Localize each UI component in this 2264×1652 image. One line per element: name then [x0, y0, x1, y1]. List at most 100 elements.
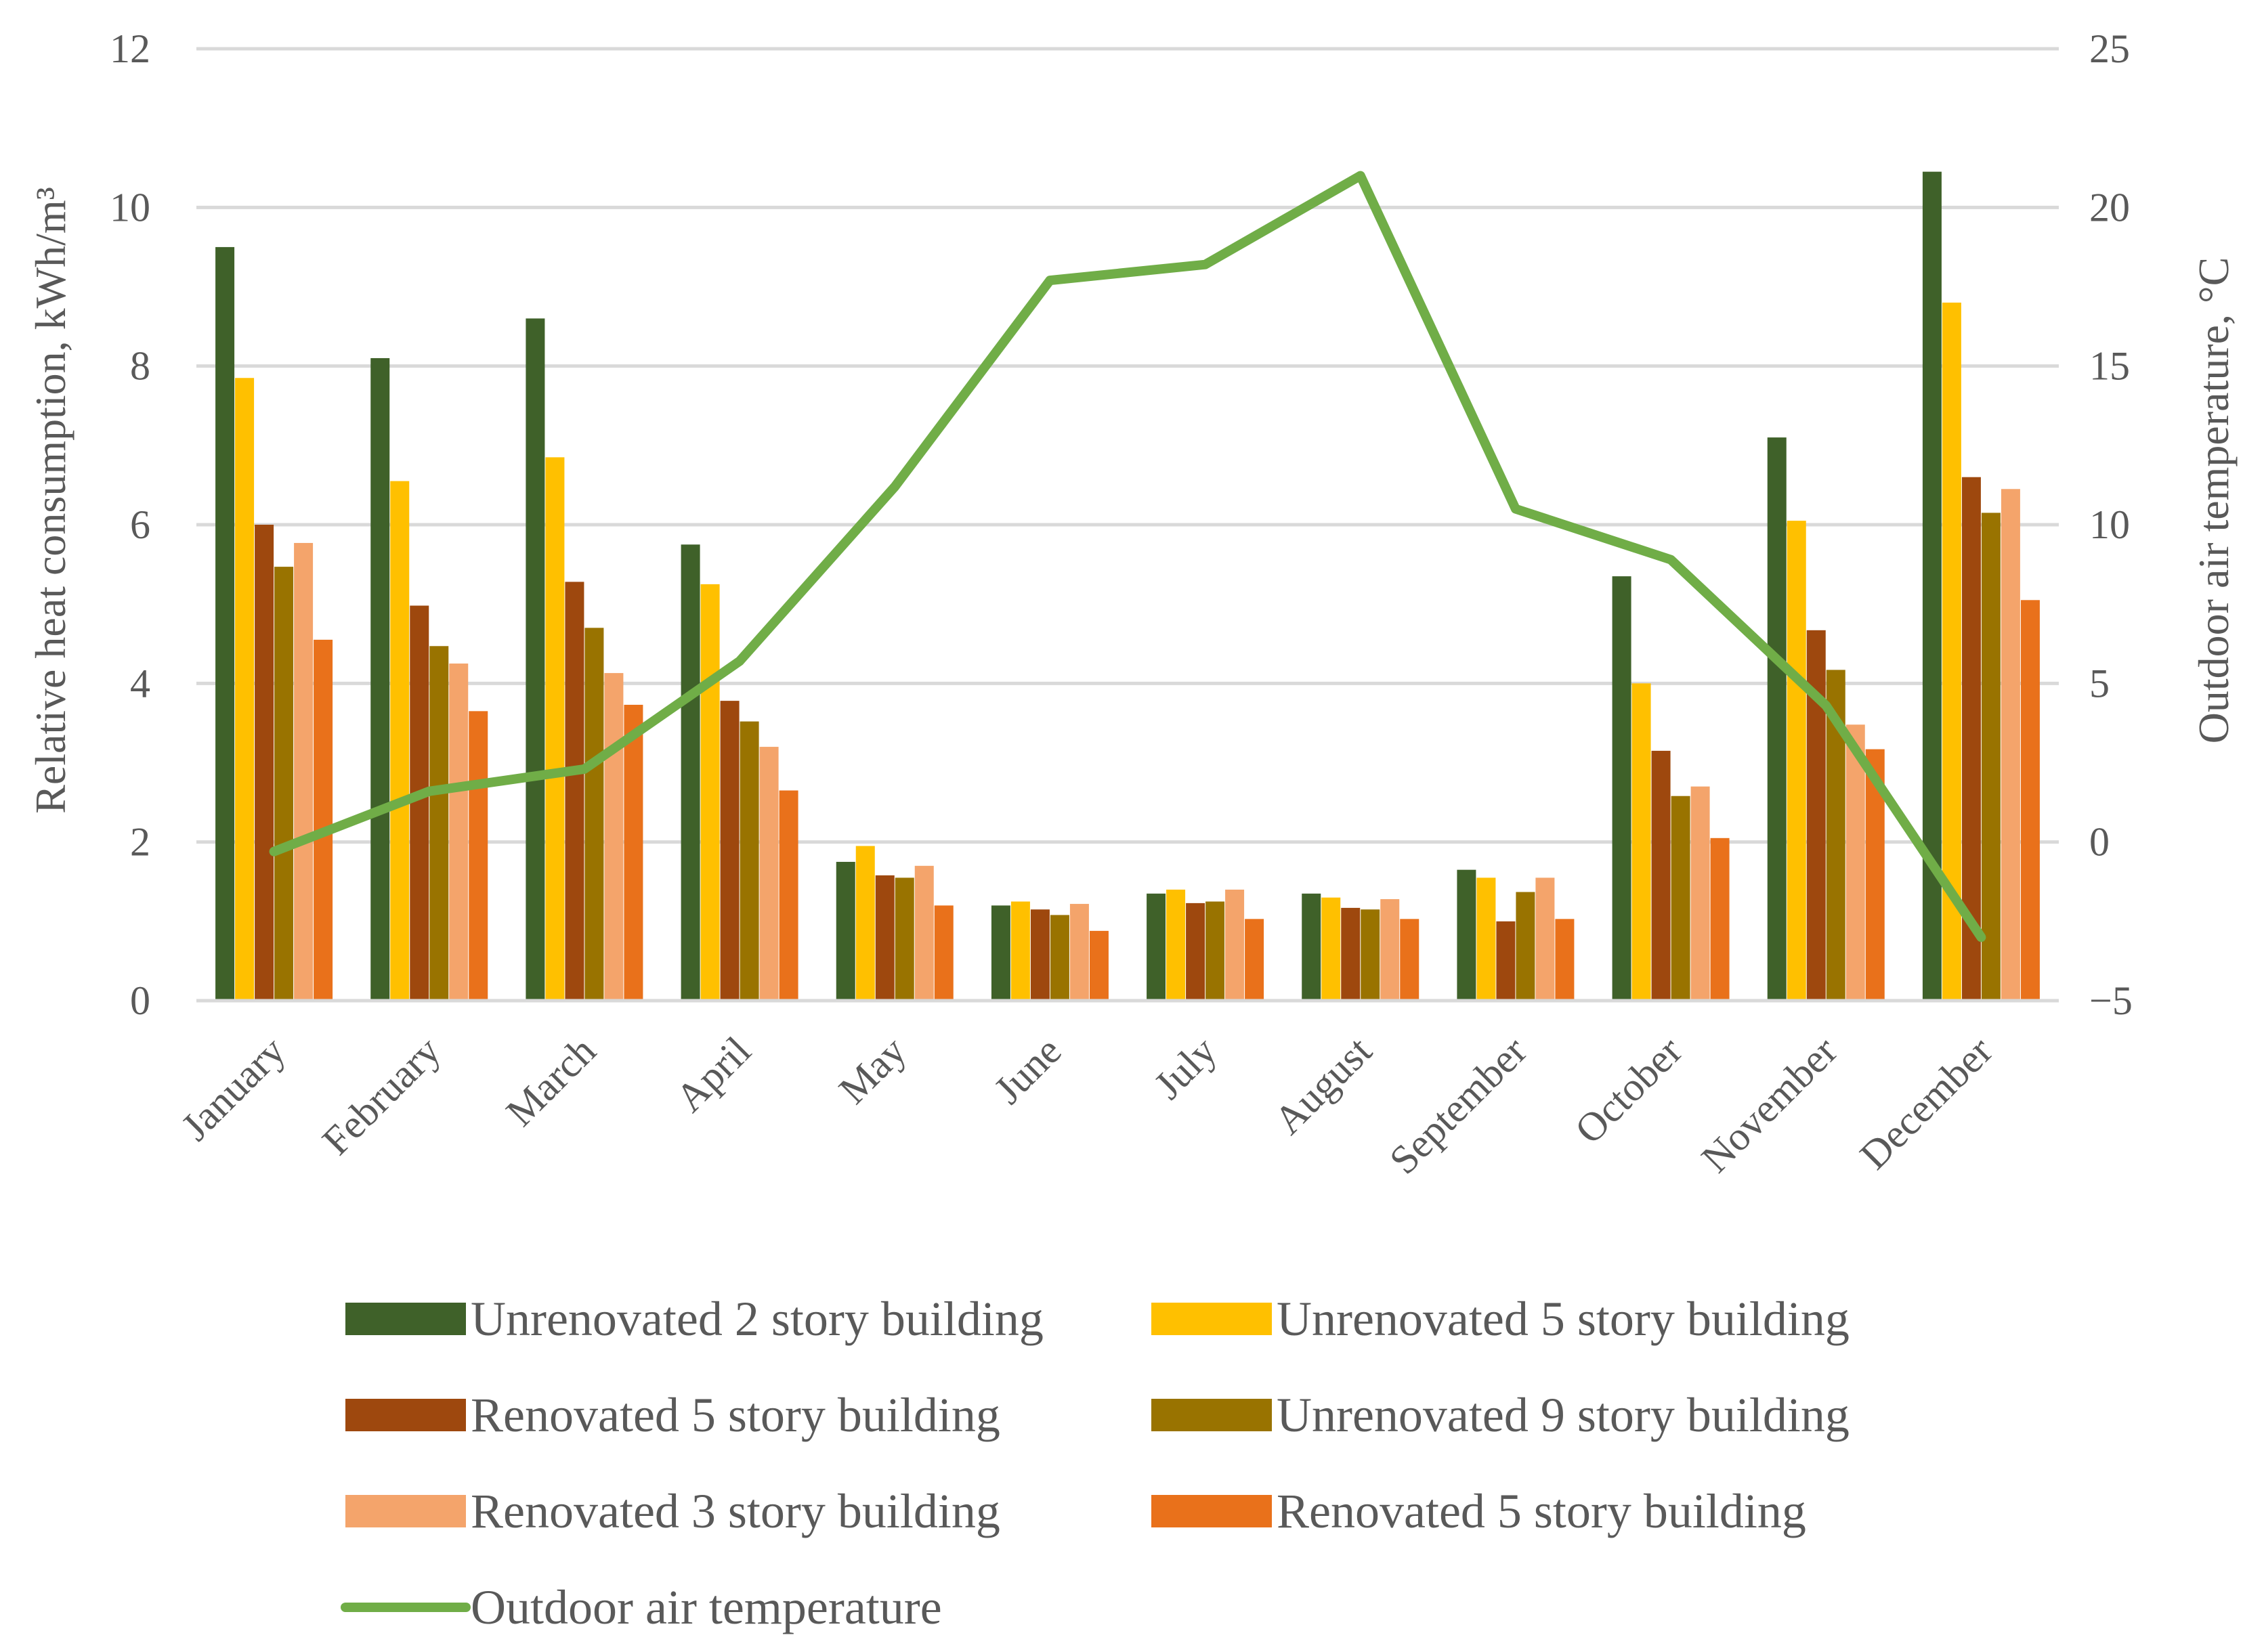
bar	[855, 846, 875, 1001]
bar	[1651, 750, 1671, 1001]
bar	[215, 246, 235, 1001]
y2-tick-label: 20	[2089, 185, 2130, 230]
bar	[390, 481, 410, 1001]
x-tick-label: September	[1381, 1028, 1535, 1183]
bar	[895, 877, 914, 1001]
bar	[1030, 909, 1050, 1001]
bar	[1516, 892, 1535, 1001]
bar	[604, 673, 624, 1001]
x-tick-label: August	[1266, 1028, 1380, 1142]
legend-label: Unrenovated 2 story building	[471, 1292, 1044, 1346]
bar	[1147, 893, 1166, 1001]
y2-tick-label: 5	[2089, 661, 2110, 705]
bar	[1089, 930, 1109, 1001]
bar	[720, 701, 740, 1001]
legend-swatch	[1151, 1495, 1272, 1527]
bar	[914, 865, 934, 1001]
bar	[526, 318, 545, 1001]
bar	[274, 567, 294, 1001]
x-tick-label: October	[1566, 1028, 1690, 1152]
bar	[624, 704, 643, 1001]
bar	[1496, 921, 1516, 1001]
legend-swatch	[345, 1303, 466, 1335]
x-tick-label: November	[1693, 1028, 1846, 1181]
bar	[991, 905, 1010, 1001]
bar	[469, 711, 488, 1001]
bar	[545, 457, 565, 1001]
y-tick-label: 10	[110, 185, 150, 230]
bar	[779, 790, 798, 1001]
x-tick-label: July	[1145, 1028, 1224, 1108]
bar	[1671, 796, 1690, 1001]
bar	[1245, 919, 1264, 1001]
bars	[215, 171, 2040, 1001]
x-tick-label: December	[1852, 1028, 2001, 1178]
y2-axis-title: Outdoor air temperature, °C	[2190, 257, 2238, 744]
bar	[875, 875, 895, 1001]
y2-tick-label: 25	[2089, 26, 2130, 71]
x-tick-label: May	[830, 1028, 914, 1112]
legend-swatch	[345, 1495, 466, 1527]
bar	[1981, 513, 2001, 1001]
bar	[1457, 869, 1476, 1001]
y-tick-label: 12	[110, 26, 150, 71]
legend-swatch	[345, 1399, 466, 1431]
y-axis-title: Relative heat consumption, kWh/m³	[26, 187, 74, 814]
legend-label: Renovated 5 story building	[1277, 1484, 1806, 1538]
y-tick-label: 6	[130, 502, 150, 547]
y-tick-label: 4	[130, 661, 150, 705]
legend-swatch	[1151, 1399, 1272, 1431]
bar	[1186, 903, 1205, 1001]
temperature-line	[269, 171, 1986, 942]
bar	[255, 525, 274, 1001]
gridlines	[196, 47, 2059, 844]
y2-tick-label: 0	[2089, 820, 2110, 865]
bar	[1845, 724, 1865, 1001]
bar	[314, 639, 333, 1001]
bar	[1302, 893, 1321, 1001]
bar	[584, 628, 604, 1001]
bar	[429, 646, 449, 1001]
legend: Unrenovated 2 story building Unrenovated …	[341, 1292, 1850, 1634]
x-tick-label: June	[985, 1028, 1069, 1112]
bar	[1205, 901, 1225, 1001]
bar	[934, 905, 954, 1001]
legend-label: Unrenovated 9 story building	[1277, 1388, 1850, 1442]
bar	[681, 544, 700, 1001]
bar	[1069, 904, 1089, 1001]
bar	[836, 861, 855, 1001]
bar	[235, 378, 255, 1001]
bar	[1555, 919, 1575, 1001]
legend-label: Unrenovated 5 story building	[1277, 1292, 1850, 1346]
y2-tick-label: −5	[2089, 978, 2133, 1023]
bar	[1050, 915, 1069, 1001]
bar	[1010, 901, 1030, 1001]
bar	[1476, 877, 1496, 1001]
y-tick-label: 2	[130, 820, 150, 865]
y2-tick-label: 15	[2089, 344, 2130, 389]
bar	[1400, 919, 1419, 1001]
y2-tick-label: 10	[2089, 502, 2130, 547]
bar	[410, 605, 429, 1001]
bar	[2001, 489, 2020, 1001]
bar	[1380, 899, 1400, 1001]
x-tick-label: February	[314, 1028, 449, 1164]
x-tick-label: April	[667, 1028, 759, 1121]
bar	[1341, 907, 1361, 1001]
bar	[2020, 600, 2040, 1001]
bar	[1166, 889, 1186, 1001]
legend-label: Outdoor air temperature	[471, 1580, 942, 1634]
y-tick-label: 8	[130, 344, 150, 389]
bar	[1690, 786, 1710, 1001]
bar	[700, 584, 720, 1001]
bar	[759, 747, 779, 1001]
y-tick-label: 0	[130, 978, 150, 1023]
bar	[740, 721, 759, 1001]
legend-label: Renovated 3 story building	[471, 1484, 1000, 1538]
bar	[1612, 576, 1631, 1001]
bar	[1225, 889, 1245, 1001]
legend-swatch	[1151, 1303, 1272, 1335]
temperature-line-layer	[269, 171, 1986, 942]
